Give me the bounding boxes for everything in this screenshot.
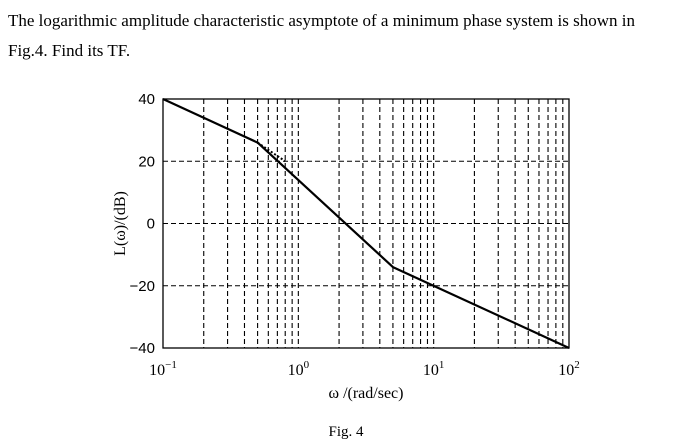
correction-curve: [257, 141, 286, 163]
x-axis-label: ω /(rad/sec): [329, 385, 404, 402]
x-tick-label: 10−1: [149, 359, 177, 379]
question-text: The logarithmic amplitude characteristic…: [8, 6, 688, 66]
x-tick-label: 100: [288, 359, 310, 379]
x-tick-label: 101: [423, 359, 445, 379]
y-axis-label: L(ω)/(dB): [112, 191, 129, 256]
x-tick-label: 102: [558, 359, 580, 379]
y-tick-label: 20: [138, 153, 155, 170]
question-line-1: The logarithmic amplitude characteristic…: [8, 11, 635, 30]
question-line-2: Fig.4. Find its TF.: [8, 41, 131, 60]
y-tick-label: −40: [130, 340, 155, 357]
asymptote-line: [162, 98, 570, 349]
figure-caption: Fig. 4: [328, 424, 364, 440]
y-tick-label: 40: [138, 91, 155, 108]
y-tick-label: 0: [147, 216, 155, 233]
y-tick-label: −20: [130, 278, 155, 295]
plot-frame: [162, 98, 570, 349]
